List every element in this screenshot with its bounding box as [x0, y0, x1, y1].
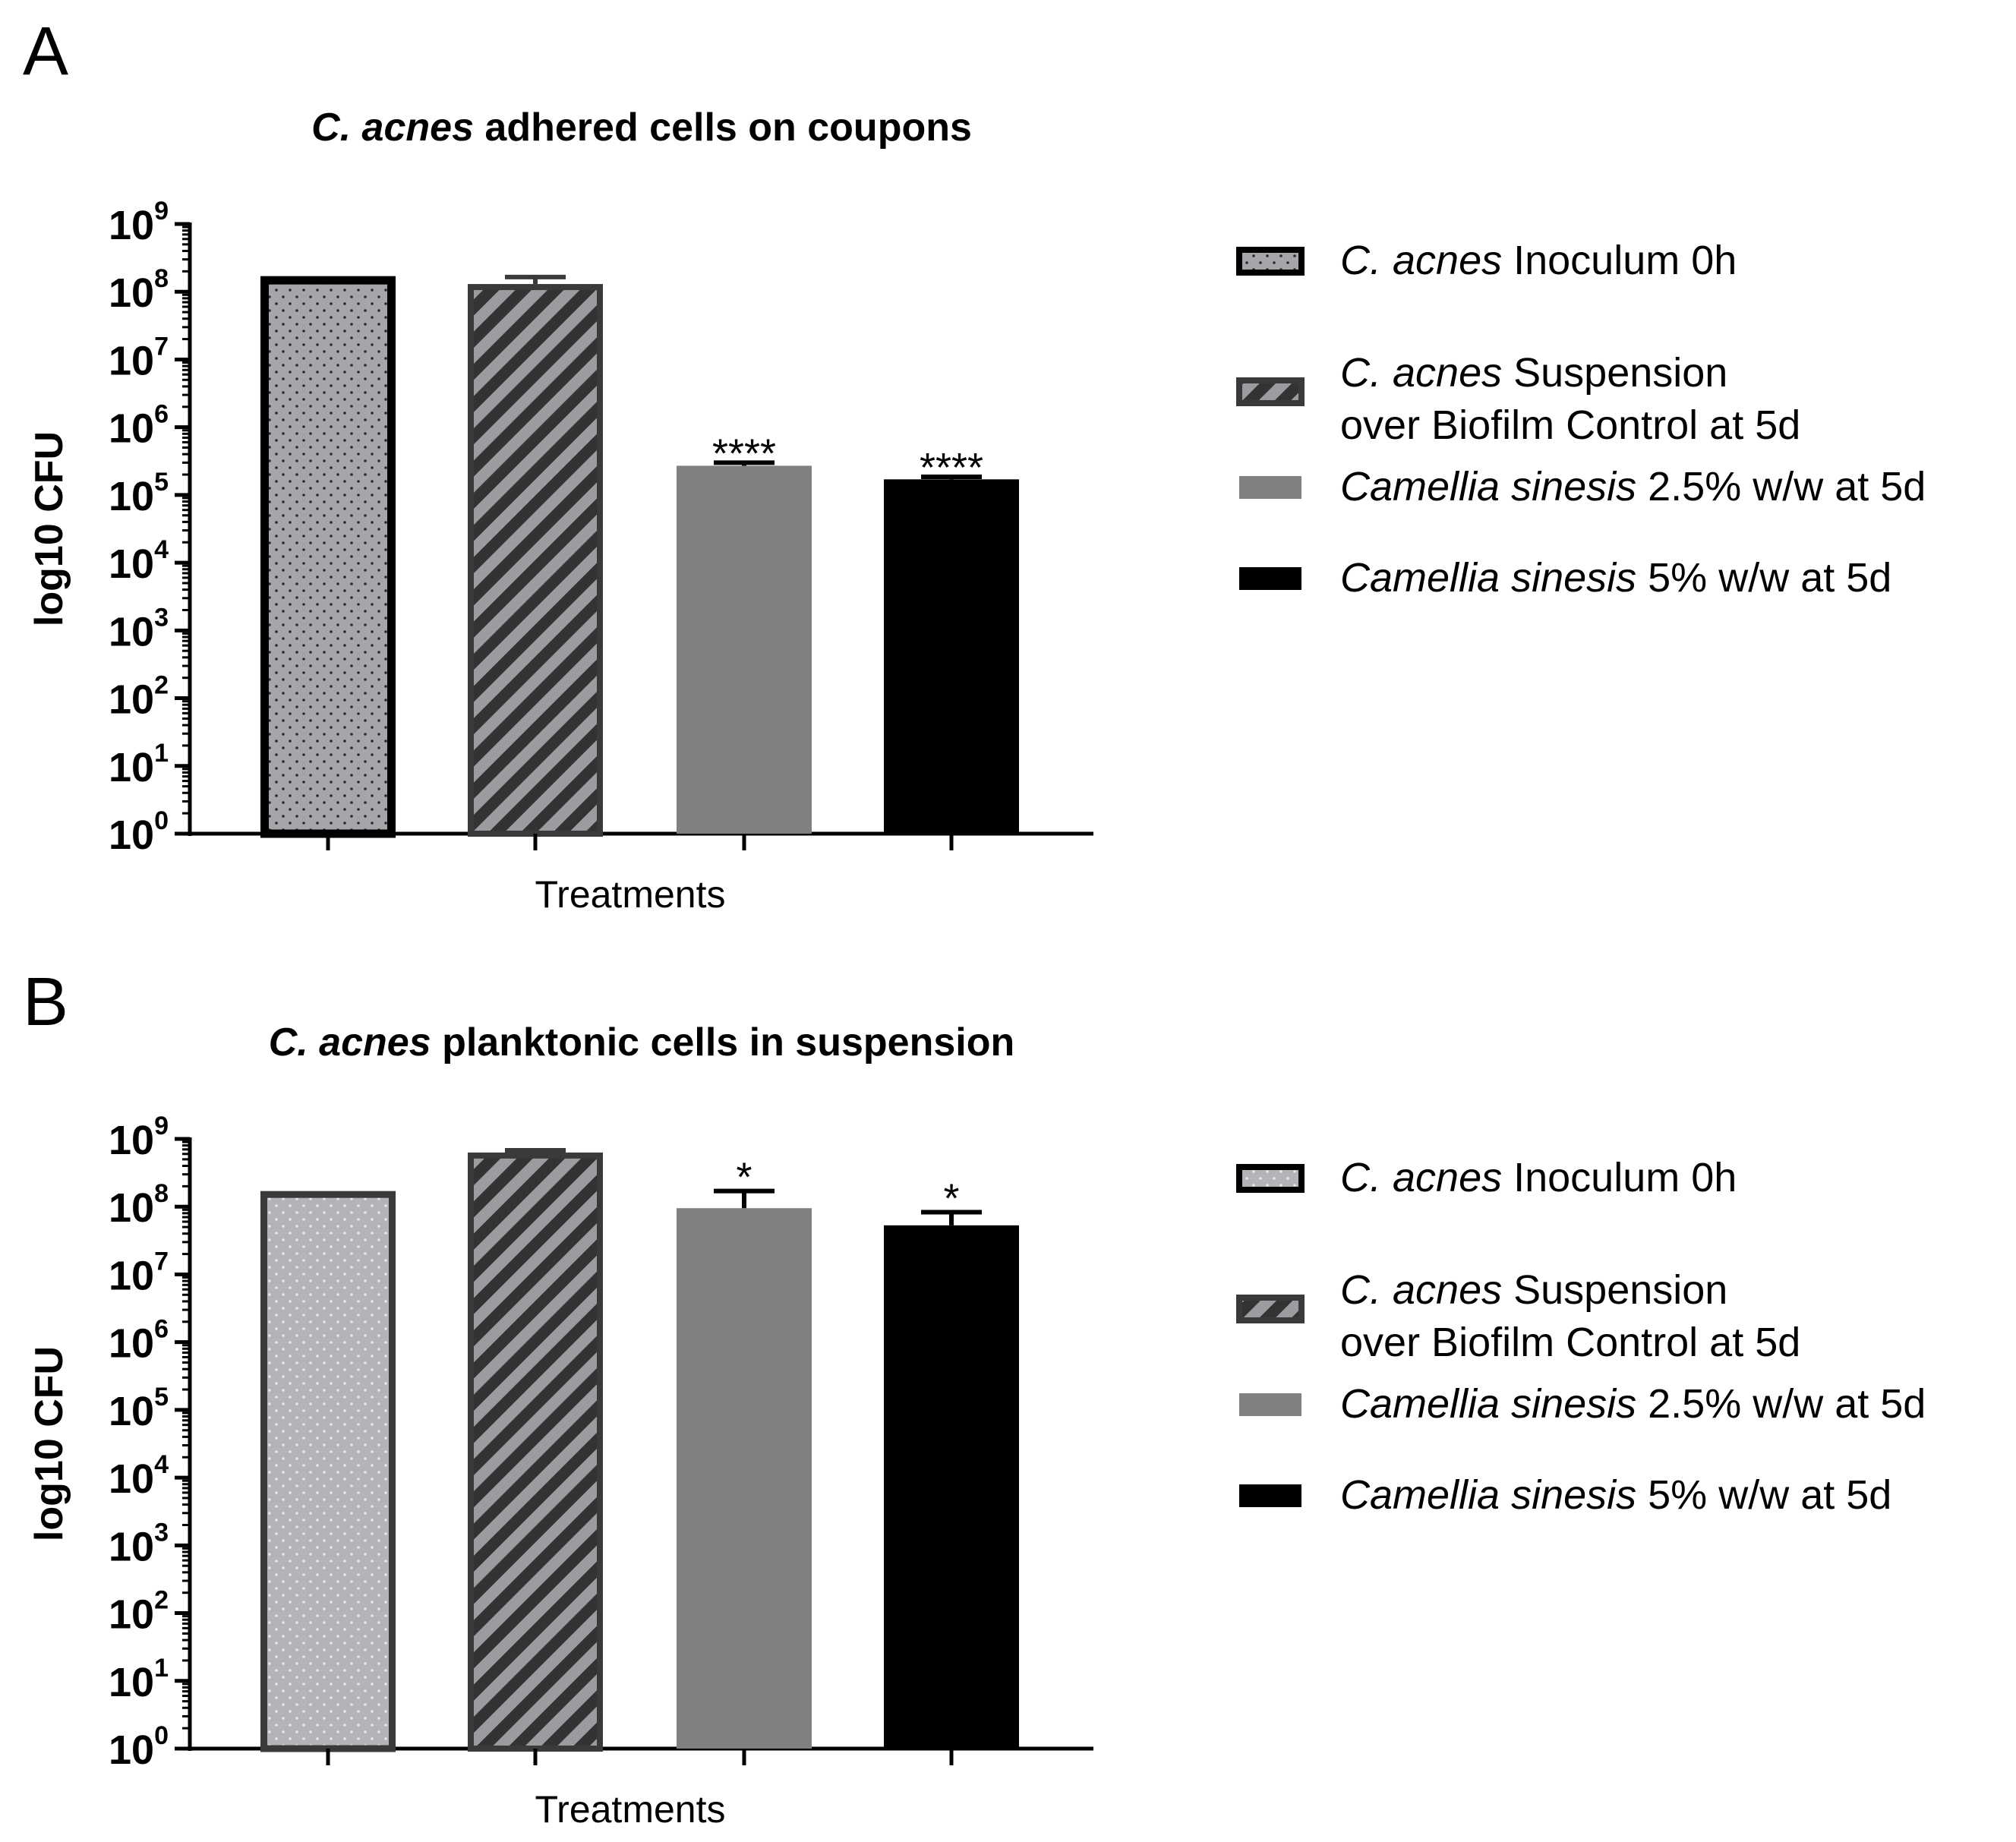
y-tick-label: 104 — [109, 1450, 169, 1502]
chart-title: C. acnes planktonic cells in suspension — [269, 1020, 1015, 1065]
y-tick-label: 102 — [109, 1586, 169, 1638]
bar — [677, 1208, 812, 1749]
legend-label: Camellia sinesis 5% w/w at 5d — [1340, 555, 1891, 601]
bar — [884, 479, 1019, 834]
y-tick-label: 103 — [109, 603, 169, 654]
significance-label: * — [736, 1155, 752, 1200]
x-axis-label: Treatments — [535, 873, 725, 916]
legend-swatch — [1239, 476, 1301, 499]
bar — [677, 465, 812, 834]
y-tick-label: 105 — [109, 468, 169, 519]
y-tick-label: 106 — [109, 400, 169, 452]
x-axis-label: Treatments — [535, 1788, 725, 1831]
legend-label-line2: over Biofilm Control at 5d — [1340, 1320, 1800, 1365]
y-tick-label: 109 — [109, 197, 169, 248]
y-tick-label: 106 — [109, 1315, 169, 1367]
bar — [468, 1152, 603, 1752]
y-tick-label: 101 — [109, 1654, 169, 1705]
y-tick-label: 108 — [109, 1179, 169, 1231]
y-axis-label: log10 CFU — [27, 1346, 71, 1541]
y-tick-label: 104 — [109, 535, 169, 587]
legend-swatch — [1236, 247, 1305, 276]
legend-swatch — [1239, 1393, 1301, 1416]
y-tick-label: 101 — [109, 739, 169, 790]
bar — [260, 276, 396, 838]
legend-swatch — [1236, 1164, 1305, 1193]
panel-label: A — [23, 14, 68, 90]
legend-label: C. acnes Suspension — [1340, 1267, 1727, 1313]
panel-b: B C. acnes planktonic cells in suspension… — [23, 964, 1926, 1831]
legend-swatch — [1236, 377, 1305, 406]
panel-a: A C. acnes adhered cells on coupons 100 101… — [23, 14, 1926, 916]
legend-swatch — [1236, 1295, 1305, 1323]
y-tick-label: 109 — [109, 1112, 169, 1163]
significance-label: * — [943, 1175, 959, 1221]
legend-label: Camellia sinesis 2.5% w/w at 5d — [1340, 1381, 1926, 1427]
y-tick-label: 103 — [109, 1518, 169, 1569]
y-tick-label: 108 — [109, 264, 169, 316]
legend-label: C. acnes Inoculum 0h — [1340, 238, 1737, 283]
bar — [468, 284, 603, 837]
legend-label: C. acnes Suspension — [1340, 350, 1727, 396]
y-tick-label: 100 — [109, 1721, 169, 1773]
bar — [260, 1191, 396, 1752]
legend-label: C. acnes Inoculum 0h — [1340, 1155, 1737, 1200]
significance-label: **** — [920, 445, 983, 490]
panel-label: B — [23, 964, 68, 1040]
legend-label: Camellia sinesis 5% w/w at 5d — [1340, 1472, 1891, 1518]
legend-swatch — [1239, 567, 1301, 590]
legend-label-line2: over Biofilm Control at 5d — [1340, 402, 1800, 448]
significance-label: **** — [712, 431, 776, 476]
y-tick-label: 107 — [109, 1247, 169, 1298]
legend-swatch — [1239, 1484, 1301, 1507]
legend-label: Camellia sinesis 2.5% w/w at 5d — [1340, 464, 1926, 509]
bar — [884, 1225, 1019, 1749]
y-tick-label: 100 — [109, 806, 169, 858]
y-tick-label: 107 — [109, 332, 169, 383]
y-tick-label: 105 — [109, 1383, 169, 1434]
y-axis-label: log10 CFU — [27, 431, 71, 626]
y-tick-label: 102 — [109, 671, 169, 723]
chart-title: C. acnes adhered cells on coupons — [311, 106, 972, 150]
